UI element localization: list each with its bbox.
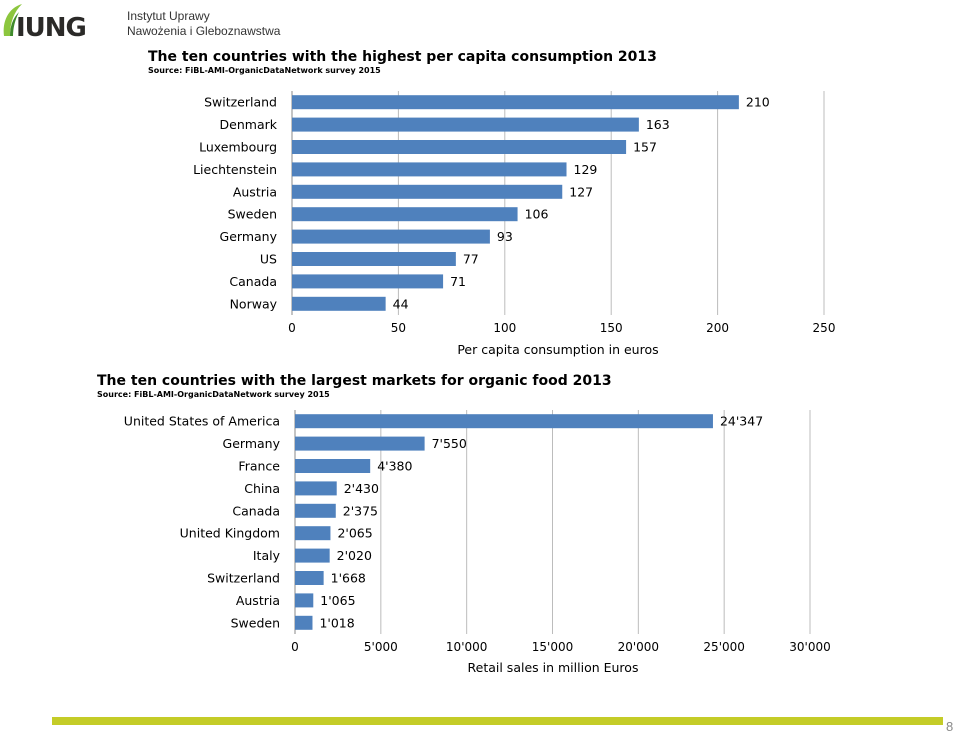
data-label: 1'018: [319, 615, 354, 630]
institute-name: Instytut Uprawy Nawożenia i Gleboznawstw…: [127, 9, 280, 39]
chart-source: Source: FiBL-AMI-OrganicDataNetwork surv…: [97, 390, 330, 399]
x-tick-label: 100: [493, 321, 516, 335]
category-label: Germany: [223, 436, 281, 451]
x-tick-label: 15'000: [532, 640, 573, 654]
category-label: Denmark: [220, 117, 278, 132]
data-label: 1'668: [331, 571, 366, 586]
bar: [292, 296, 386, 311]
category-label: China: [244, 481, 280, 496]
page-number: 8: [946, 719, 954, 734]
data-label: 77: [463, 252, 479, 267]
logo-text: IUNG: [16, 13, 86, 43]
bar: [292, 140, 627, 154]
bar: [295, 481, 337, 496]
footer-bar: [52, 717, 943, 725]
data-label: 2'375: [343, 503, 378, 518]
x-tick-label: 50: [391, 321, 406, 335]
bar: [292, 162, 567, 177]
bar: [292, 207, 518, 222]
data-label: 71: [450, 274, 466, 289]
x-tick-label: 10'000: [446, 640, 487, 654]
data-label: 163: [646, 117, 670, 132]
x-tick-label: 20'000: [618, 640, 659, 654]
bar: [295, 414, 713, 429]
x-tick-label: 25'000: [703, 640, 744, 654]
category-label: Norway: [230, 296, 278, 311]
data-label: 127: [569, 184, 593, 199]
chart-title: The ten countries with the highest per c…: [148, 49, 657, 65]
data-label: 2'020: [337, 548, 372, 563]
x-tick-label: 200: [706, 321, 729, 335]
institute-line-1: Instytut Uprawy: [127, 9, 210, 23]
market-size-chart: The ten countries with the largest marke…: [97, 373, 831, 675]
bar: [292, 184, 563, 199]
category-label: Switzerland: [207, 571, 280, 586]
category-label: Germany: [220, 229, 278, 244]
category-label: Liechtenstein: [193, 162, 277, 177]
bar: [295, 526, 331, 541]
plot-area: 0 50 100 150 200 250 Switzerland 210 Denmark 163 L…: [193, 91, 835, 335]
category-label: United States of America: [124, 414, 280, 429]
bar: [292, 117, 639, 132]
x-tick-label: 5'000: [364, 640, 398, 654]
bar: [292, 229, 490, 244]
bar: [295, 436, 425, 451]
data-label: 93: [497, 229, 513, 244]
bar: [295, 503, 336, 518]
data-label: 157: [633, 140, 657, 155]
plot-area: 0 5'000 10'000 15'000 20'000 25'000 30'000 Unit…: [124, 410, 831, 654]
data-label: 2'065: [337, 526, 372, 541]
data-label: 2'430: [344, 481, 379, 496]
institute-line-2: Nawożenia i Gleboznawstwa: [127, 24, 281, 38]
data-label: 210: [746, 95, 770, 110]
bar: [295, 459, 371, 473]
x-tick-label: 30'000: [789, 640, 830, 654]
bar: [292, 95, 739, 110]
bar: [292, 274, 444, 289]
bar: [295, 548, 330, 563]
data-label: 7'550: [432, 436, 467, 451]
x-axis-label: Retail sales in million Euros: [468, 660, 639, 675]
category-label: Austria: [233, 184, 277, 199]
data-label: 4'380: [377, 459, 412, 474]
iung-logo: IUNG: [3, 4, 87, 43]
x-tick-label: 250: [813, 321, 836, 335]
data-label: 24'347: [720, 414, 763, 429]
x-tick-label: 150: [600, 321, 623, 335]
per-capita-chart: The ten countries with the highest per c…: [148, 49, 835, 357]
x-axis-label: Per capita consumption in euros: [457, 342, 658, 357]
category-label: Sweden: [231, 615, 280, 630]
data-label: 106: [525, 207, 549, 222]
bar: [292, 252, 456, 266]
bar: [295, 571, 324, 585]
category-label: Luxembourg: [199, 140, 277, 155]
category-label: Austria: [236, 593, 280, 608]
category-label: France: [238, 459, 280, 474]
bar: [295, 593, 314, 608]
data-label: 1'065: [320, 593, 355, 608]
category-label: Canada: [232, 503, 280, 518]
chart-source: Source: FiBL-AMI-OrganicDataNetwork surv…: [148, 66, 381, 75]
category-label: Switzerland: [204, 95, 277, 110]
category-label: Canada: [229, 274, 277, 289]
x-tick-label: 0: [291, 640, 299, 654]
x-tick-label: 0: [288, 321, 296, 335]
data-label: 44: [393, 296, 409, 311]
category-label: Italy: [253, 548, 281, 563]
data-label: 129: [574, 162, 598, 177]
bar: [295, 615, 313, 630]
chart-title: The ten countries with the largest marke…: [97, 373, 612, 389]
category-label: Sweden: [228, 207, 277, 222]
category-label: United Kingdom: [180, 526, 280, 541]
logo-leaf-icon: [3, 4, 22, 36]
category-label: US: [260, 252, 277, 267]
